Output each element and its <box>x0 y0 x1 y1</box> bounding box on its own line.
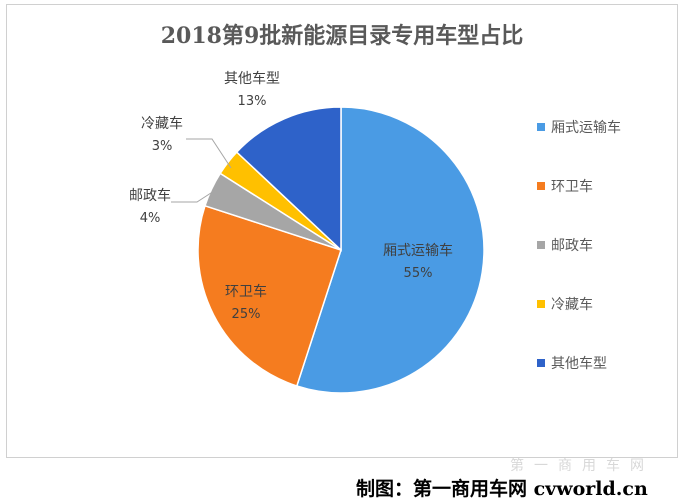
legend-label: 冷藏车 <box>551 296 593 313</box>
data-label-value-box-truck: 55% <box>404 266 433 281</box>
legend-item-sanitation: 环卫车 <box>537 156 621 215</box>
legend-item-refrigerated: 冷藏车 <box>537 274 621 333</box>
legend-swatch <box>537 122 545 131</box>
legend-item-other: 其他车型 <box>537 333 621 392</box>
slice-box-truck <box>295 106 485 394</box>
data-label-name-other: 其他车型 <box>224 70 280 87</box>
legend-item-box-truck: 厢式运输车 <box>537 97 621 156</box>
data-label-value-other: 13% <box>238 94 267 109</box>
legend-swatch <box>537 358 545 367</box>
data-label-name-postal: 邮政车 <box>129 187 171 204</box>
chart-title: 2018第9批新能源目录专用车型占比 <box>160 23 524 49</box>
chart-legend: 厢式运输车环卫车邮政车冷藏车其他车型 <box>537 97 621 392</box>
slice-other <box>235 106 342 252</box>
legend-label: 其他车型 <box>551 355 607 372</box>
legend-label: 环卫车 <box>551 178 593 195</box>
data-label-value-sanitation: 25% <box>232 307 261 322</box>
data-label-name-box-truck: 厢式运输车 <box>383 242 453 259</box>
legend-swatch <box>537 181 545 190</box>
watermark-text: 第一商用车网 <box>510 458 654 474</box>
slice-sanitation <box>197 204 342 387</box>
legend-item-postal: 邮政车 <box>537 215 621 274</box>
chart-credit: 制图：第一商用车网 cvworld.cn <box>356 478 648 500</box>
leader-line-refrigerated <box>186 138 232 169</box>
legend-label: 厢式运输车 <box>551 119 621 136</box>
legend-swatch <box>537 240 545 249</box>
data-label-name-refrigerated: 冷藏车 <box>141 115 183 132</box>
leader-line-postal <box>171 190 215 203</box>
legend-swatch <box>537 299 545 308</box>
legend-label: 邮政车 <box>551 237 593 254</box>
data-label-name-sanitation: 环卫车 <box>225 283 267 300</box>
data-label-value-postal: 4% <box>140 211 161 226</box>
data-label-value-refrigerated: 3% <box>152 139 173 154</box>
